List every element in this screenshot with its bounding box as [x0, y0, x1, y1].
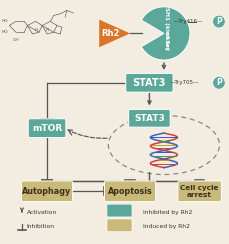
Text: Induced by Rh2: Induced by Rh2	[142, 224, 189, 229]
Text: SH1 (kinase): SH1 (kinase)	[164, 7, 169, 50]
Text: mTOR: mTOR	[32, 124, 62, 133]
Text: P: P	[215, 17, 221, 26]
FancyBboxPatch shape	[177, 181, 220, 202]
Text: —Try705—: —Try705—	[169, 80, 198, 85]
Text: Rh2: Rh2	[101, 29, 120, 38]
FancyBboxPatch shape	[106, 204, 131, 217]
FancyBboxPatch shape	[28, 119, 65, 138]
FancyBboxPatch shape	[128, 109, 169, 127]
Polygon shape	[99, 20, 130, 47]
FancyBboxPatch shape	[125, 73, 172, 92]
Wedge shape	[141, 7, 189, 60]
Text: STAT3: STAT3	[134, 114, 164, 123]
FancyBboxPatch shape	[21, 181, 72, 202]
Text: Apoptosis: Apoptosis	[107, 187, 152, 196]
Text: OH: OH	[13, 38, 19, 42]
Text: Inhibition: Inhibition	[27, 224, 55, 229]
FancyBboxPatch shape	[104, 181, 155, 202]
Text: H: H	[34, 28, 37, 32]
Text: Autophagy: Autophagy	[22, 187, 71, 196]
Text: HO: HO	[2, 30, 8, 34]
Text: STAT3: STAT3	[132, 78, 165, 88]
Text: H: H	[45, 28, 48, 32]
Text: Inhibited by Rh2: Inhibited by Rh2	[142, 210, 191, 214]
Text: P: P	[215, 78, 221, 87]
Text: Activation: Activation	[27, 210, 57, 214]
Circle shape	[212, 76, 224, 89]
FancyBboxPatch shape	[106, 219, 131, 232]
Text: Cell cycle
arrest: Cell cycle arrest	[180, 184, 218, 198]
Text: —Try416—: —Try416—	[172, 19, 202, 24]
Text: HO: HO	[2, 19, 8, 23]
Circle shape	[212, 15, 224, 28]
Text: of Src: of Src	[164, 31, 169, 50]
